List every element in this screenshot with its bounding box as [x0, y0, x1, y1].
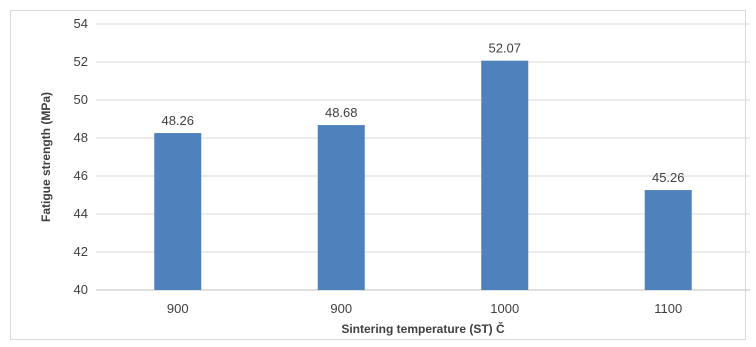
- y-tick-label: 44: [74, 206, 88, 221]
- y-tick-label: 52: [74, 54, 88, 69]
- x-axis-title: Sintering temperature (ST) Č: [341, 321, 505, 336]
- y-tick-label: 54: [74, 16, 88, 31]
- bar: [644, 190, 692, 290]
- y-tick-labels: 40 42 44 46 48 50 52 54: [74, 16, 88, 297]
- data-label: 48.26: [161, 113, 194, 128]
- bars: [154, 60, 692, 290]
- x-tick-labels: 900 900 1000 1100: [167, 301, 682, 316]
- y-tick-label: 48: [74, 130, 88, 145]
- gridlines: [96, 23, 750, 291]
- x-tick-label: 1000: [490, 301, 519, 316]
- y-axis-title: Fatigue strength (MPa): [39, 92, 53, 222]
- data-label: 45.26: [652, 170, 685, 185]
- y-tick-label: 46: [74, 168, 88, 183]
- bar: [154, 133, 202, 290]
- data-label: 52.07: [488, 41, 521, 56]
- x-tick-label: 900: [330, 301, 352, 316]
- x-tick-label: 1100: [654, 301, 682, 316]
- x-tick-label: 900: [167, 301, 189, 316]
- chart-frame: [10, 10, 746, 340]
- y-tick-label: 42: [74, 244, 88, 259]
- bar: [317, 125, 365, 290]
- data-label: 48.68: [325, 105, 358, 120]
- data-labels: 48.26 48.68 52.07 45.26: [161, 41, 684, 185]
- y-tick-label: 40: [74, 282, 88, 297]
- bar: [481, 60, 529, 290]
- y-tick-label: 50: [74, 92, 88, 107]
